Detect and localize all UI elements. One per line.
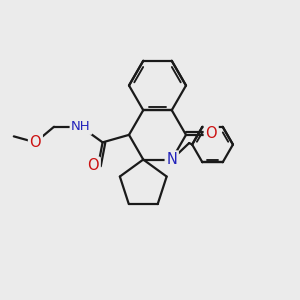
Text: O: O: [88, 158, 99, 173]
Text: N: N: [166, 152, 177, 167]
Text: NH: NH: [71, 120, 91, 133]
Text: O: O: [206, 126, 217, 141]
Text: O: O: [30, 135, 41, 150]
